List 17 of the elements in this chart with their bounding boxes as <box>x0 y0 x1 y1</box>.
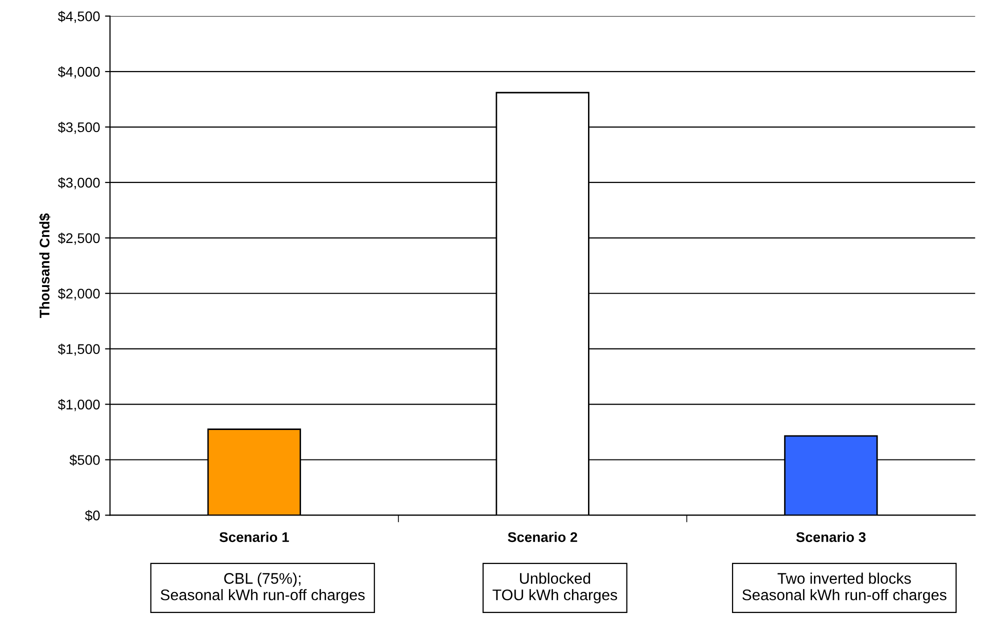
y-tick-label: $2,000 <box>58 288 100 300</box>
y-tick-label: $4,000 <box>58 66 100 78</box>
text: CBL (75%); Seasonal kWh run-off charges <box>160 572 365 604</box>
y-tick-label: $3,000 <box>58 177 100 190</box>
y-tick-label: $500 <box>70 454 100 466</box>
y-tick-label: $3,500 <box>58 122 100 134</box>
x-tick-label: Scenario 2 <box>508 532 578 542</box>
text: Unblocked TOU kWh charges <box>492 572 618 604</box>
text: Two inverted blocks Seasonal kWh run-off charges <box>742 572 946 604</box>
y-tick-label: $1,500 <box>58 344 100 356</box>
y-tick-label: $2,500 <box>58 232 100 245</box>
x-tick-label: Scenario 1 <box>219 532 289 542</box>
x-tick-label: Scenario 3 <box>796 532 866 542</box>
y-tick-label: $4,500 <box>58 10 100 23</box>
y-tick-label: $0 <box>84 510 100 522</box>
y-axis-title: Thousand Cnd$ <box>39 213 50 318</box>
y-tick-label: $1,000 <box>58 399 100 412</box>
